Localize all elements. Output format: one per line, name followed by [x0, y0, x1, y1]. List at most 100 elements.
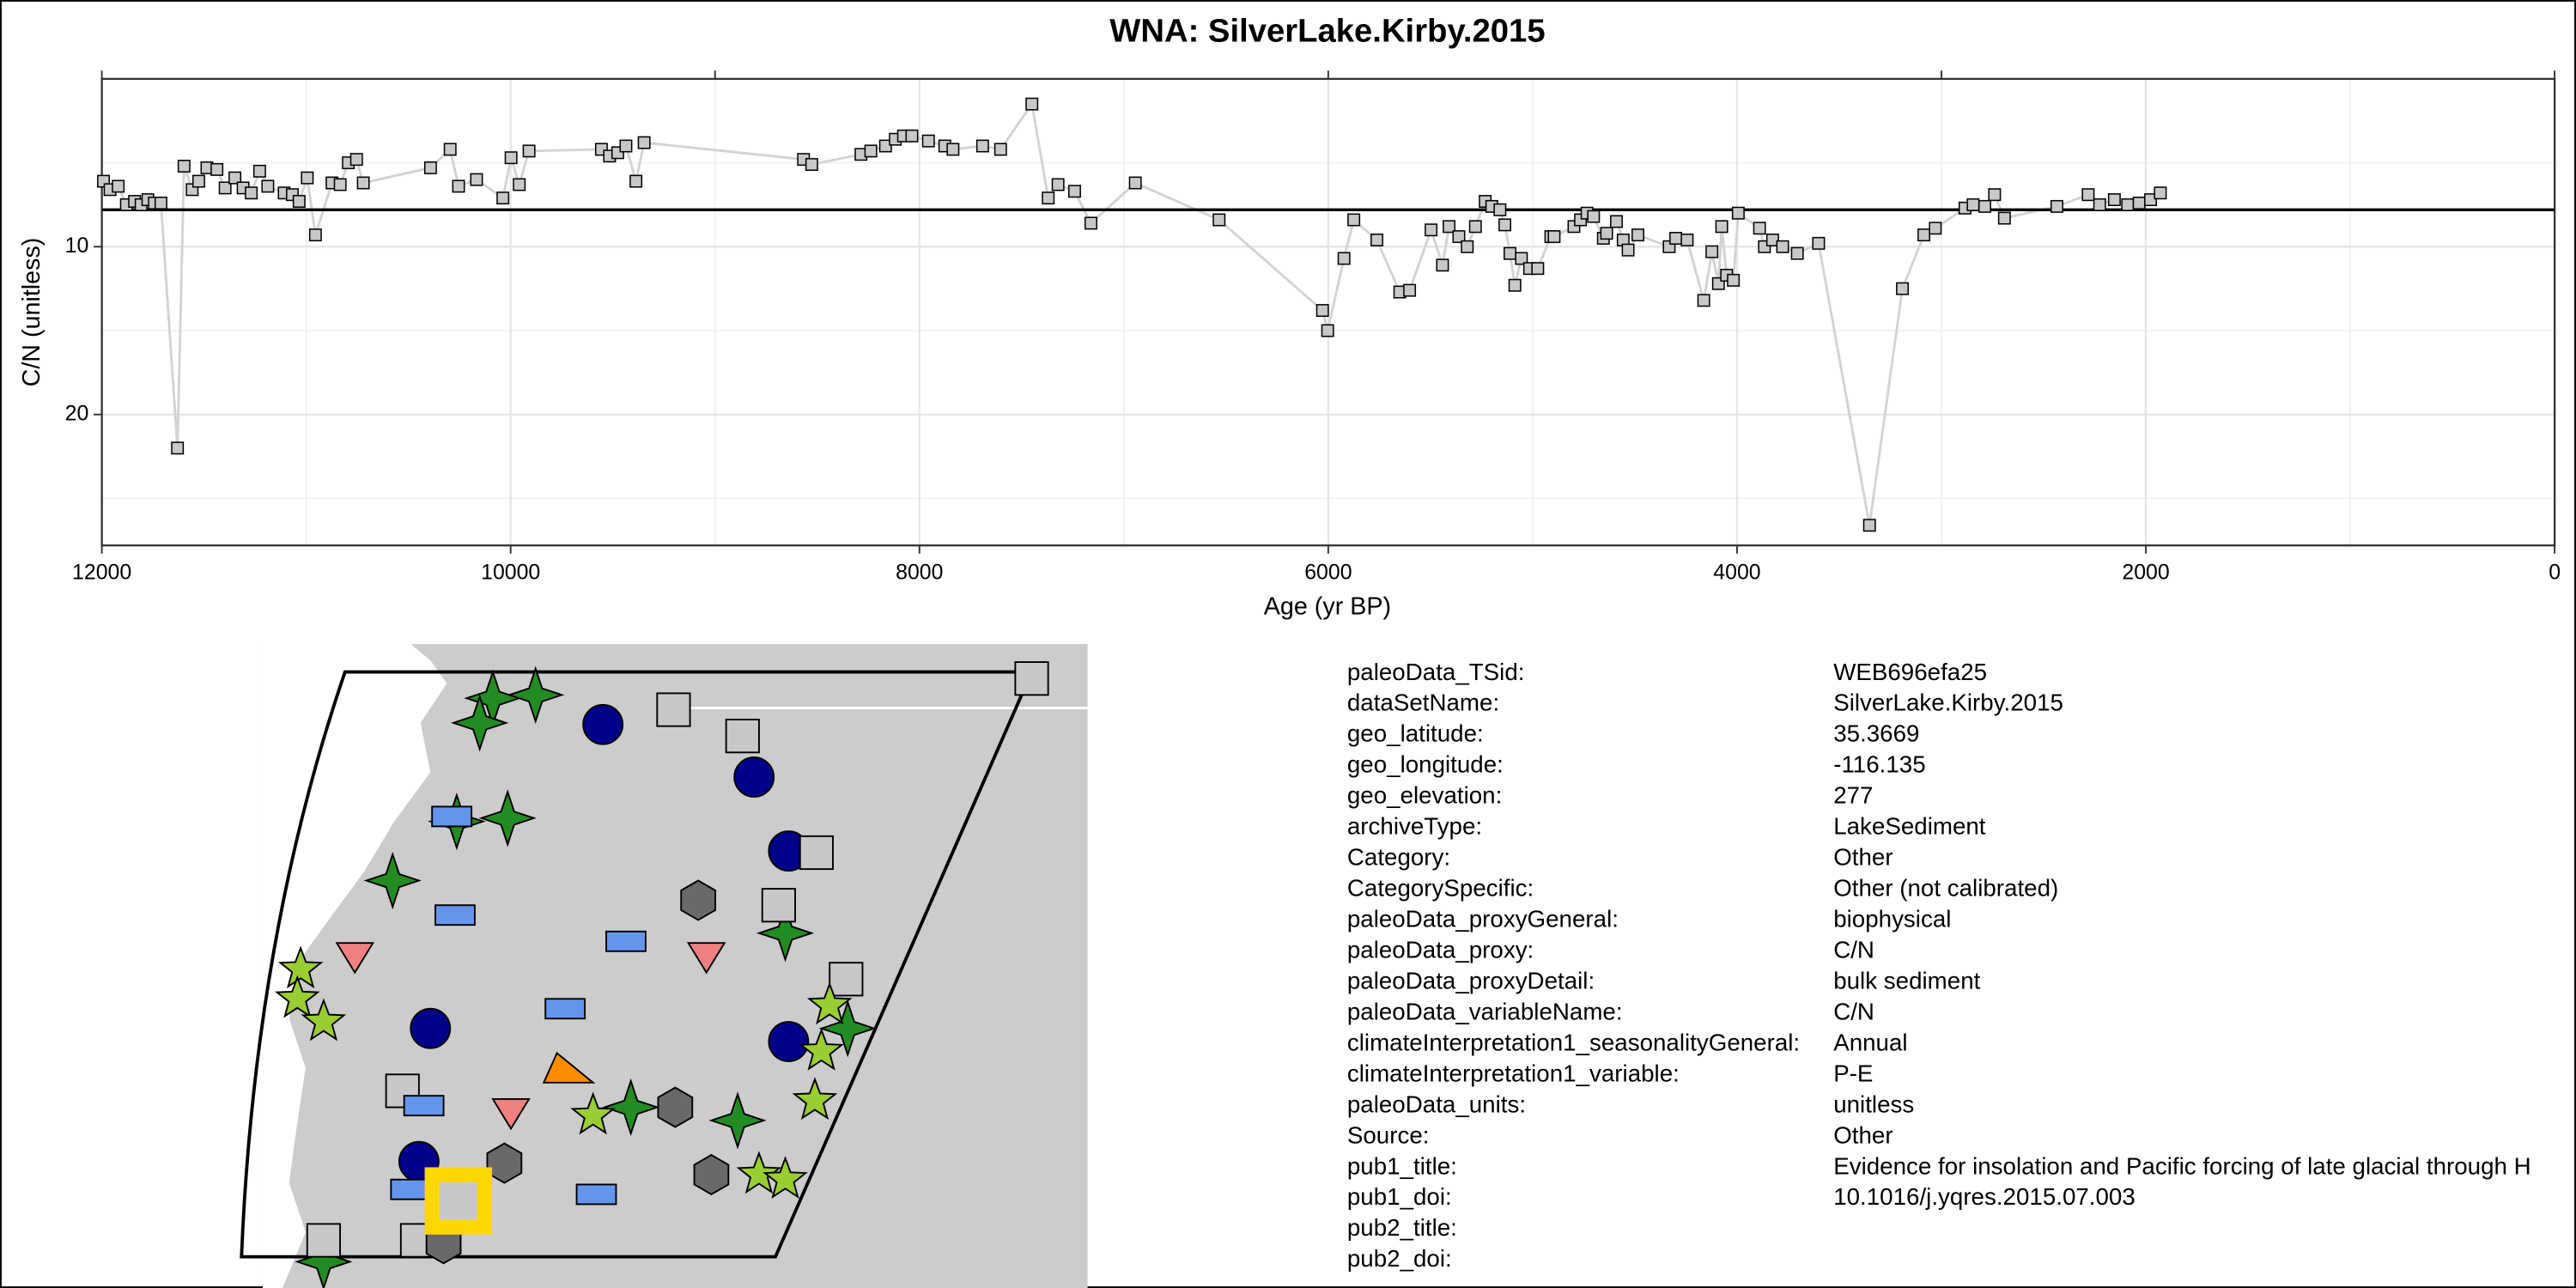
- data-point: [112, 179, 125, 193]
- field-name: pub2_doi:: [1347, 1245, 1452, 1272]
- data-point: [1727, 273, 1741, 287]
- site-marker: [582, 703, 624, 745]
- data-point: [1452, 230, 1466, 244]
- field-name: climateInterpretation1_variable:: [1347, 1060, 1680, 1086]
- data-point: [1978, 199, 1991, 213]
- data-point: [946, 143, 960, 156]
- data-point: [522, 144, 536, 158]
- field-value: -116.135: [1833, 751, 1925, 778]
- data-point: [1403, 283, 1417, 297]
- data-point: [805, 158, 818, 171]
- data-point: [1493, 203, 1507, 216]
- data-point: [1498, 218, 1512, 232]
- site-marker: [656, 692, 691, 727]
- data-point: [1765, 234, 1779, 246]
- field-name: CategorySpecific:: [1347, 875, 1534, 902]
- data-point: [1631, 228, 1644, 242]
- data-point: [1610, 215, 1623, 228]
- chart-title: WNA: SilverLake.Kirby.2015: [1109, 12, 1545, 49]
- field-name: paleoData_variableName:: [1347, 998, 1623, 1024]
- data-point: [301, 171, 314, 185]
- field-value: unitless: [1833, 1091, 1914, 1117]
- data-point: [1680, 234, 1694, 246]
- data-point: [1051, 178, 1065, 191]
- data-point: [1531, 262, 1545, 276]
- data-point: [261, 179, 275, 193]
- plot: 12000 10000 8000 6000 4000 2000 0 10 20: [65, 70, 2561, 584]
- data-point: [1370, 234, 1383, 246]
- data-point: [1425, 223, 1438, 237]
- y-tick-label: 20: [65, 401, 89, 425]
- data-point: [1669, 232, 1683, 245]
- data-point: [1508, 278, 1522, 292]
- site-marker: [390, 1178, 432, 1200]
- data-point: [504, 151, 518, 165]
- data-point: [1042, 191, 1055, 205]
- data-point: [1212, 213, 1226, 227]
- data-point: [905, 129, 919, 143]
- x-tick-label: 12000: [72, 560, 131, 584]
- x-tick-label: 4000: [1713, 560, 1760, 584]
- data-point: [1337, 252, 1351, 265]
- data-point: [1436, 258, 1449, 272]
- data-point: [1929, 222, 1942, 235]
- field-name: geo_elevation:: [1347, 782, 1502, 809]
- data-point: [496, 191, 510, 205]
- data-point: [228, 171, 242, 185]
- data-point: [1862, 519, 1876, 532]
- x-tick-label: 2000: [2122, 560, 2169, 584]
- data-point: [1997, 211, 2011, 225]
- metadata-table: paleoData_TSid: WEB696efa25 dataSetName: Si…: [1347, 659, 2531, 1272]
- field-value: C/N: [1833, 998, 1874, 1024]
- map-frame: [240, 670, 1035, 1259]
- data-point: [1068, 185, 1081, 198]
- data-point: [333, 178, 347, 191]
- data-point: [1896, 282, 1909, 295]
- data-point: [2107, 193, 2121, 207]
- field-name: paleoData_proxyGeneral:: [1347, 906, 1619, 933]
- field-value: Other: [1833, 844, 1893, 871]
- data-point: [470, 173, 483, 186]
- data-point: [2093, 197, 2106, 211]
- data-point: [1621, 243, 1635, 257]
- data-point: [1084, 216, 1097, 230]
- field-value: bulk sediment: [1833, 967, 1980, 993]
- field-name: Category:: [1347, 844, 1450, 871]
- field-name: paleoData_proxy:: [1347, 936, 1534, 963]
- field-value: Evidence for insolation and Pacific forc…: [1833, 1152, 2530, 1179]
- site-marker: [761, 888, 796, 923]
- field-name: geo_longitude:: [1347, 751, 1504, 778]
- data-point: [513, 178, 526, 191]
- field-value: Annual: [1833, 1029, 1907, 1055]
- field-value: C/N: [1833, 936, 1874, 963]
- field-value: 277: [1833, 782, 1873, 809]
- field-value: WEB696efa25: [1833, 659, 1987, 685]
- data-point: [349, 153, 363, 167]
- data-point: [1731, 206, 1745, 220]
- data-point: [1966, 197, 1980, 211]
- data-point: [452, 179, 465, 193]
- site-marker: [829, 962, 864, 997]
- field-value: biophysical: [1833, 906, 1951, 933]
- field-name: pub1_title:: [1347, 1152, 1457, 1179]
- data-point: [1321, 324, 1334, 337]
- data-point: [356, 176, 370, 190]
- data-point: [1547, 230, 1561, 244]
- field-value: Other: [1833, 1121, 1893, 1148]
- data-point: [245, 186, 258, 200]
- field-name: geo_latitude:: [1347, 720, 1484, 747]
- data-point: [2154, 186, 2167, 200]
- field-value: SilverLake.Kirby.2015: [1833, 690, 2063, 716]
- data-point: [993, 143, 1007, 156]
- field-name: climateInterpretation1_seasonalityGenera…: [1347, 1029, 1800, 1055]
- data-point: [1468, 220, 1482, 234]
- data-point: [210, 162, 224, 176]
- data-point: [423, 161, 437, 174]
- site-marker: [1014, 661, 1049, 696]
- site-marker: [403, 1095, 445, 1117]
- field-value: LakeSediment: [1833, 813, 1986, 840]
- data-point: [619, 139, 633, 153]
- data-point: [292, 195, 306, 208]
- data-point: [2081, 188, 2095, 202]
- site-marker: [725, 719, 760, 754]
